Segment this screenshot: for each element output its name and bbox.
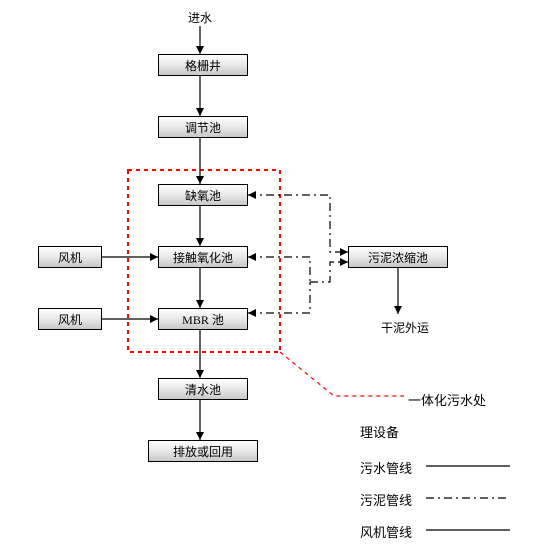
group-label-1: 一体化污水处 [408,390,486,409]
node-adjust: 调节池 [158,116,248,138]
legend-label-0: 污水管线 [360,458,412,477]
diagram-lines [0,0,536,546]
node-contact: 接触氧化池 [158,246,248,268]
node-fan1: 风机 [38,246,102,268]
node-anoxic: 缺氧池 [158,184,248,206]
node-inlet: 进水 [180,8,220,26]
node-sludge: 污泥浓缩池 [348,246,448,268]
node-dry_out: 干泥外运 [370,318,440,336]
node-fan2: 风机 [38,308,102,330]
node-grid_well: 格栅井 [158,54,248,76]
node-clear: 清水池 [158,378,248,400]
legend-label-1: 污泥管线 [360,490,412,509]
node-discharge: 排放或回用 [148,440,258,462]
node-mbr: MBR 池 [158,308,248,330]
group-label-2: 理设备 [360,422,399,441]
legend-label-2: 风机管线 [360,522,412,541]
